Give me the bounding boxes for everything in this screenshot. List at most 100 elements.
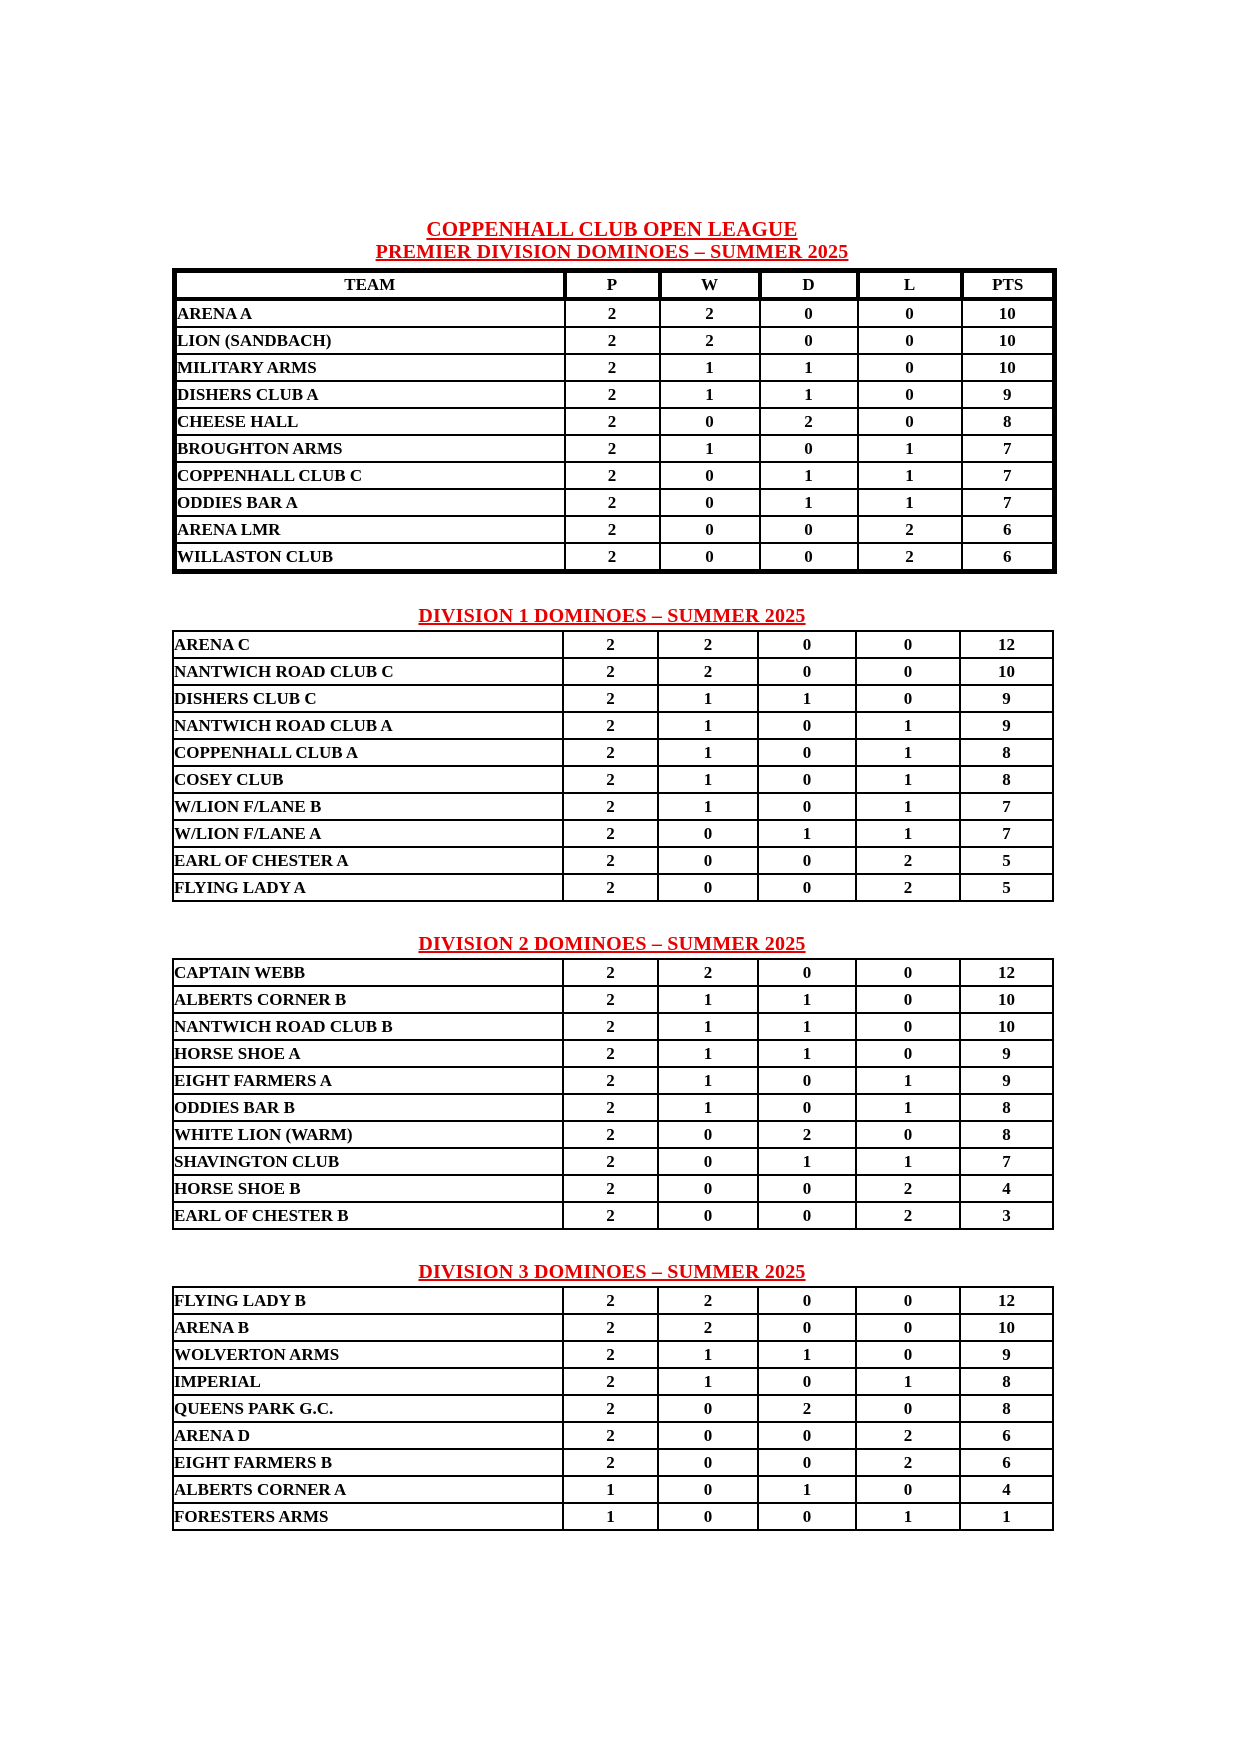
premier-division-table: TEAM P W D L PTS ARENA A 2 2 0 0 10 LION (SANDBACH) 2…	[172, 268, 1057, 574]
team-name-cell: FLYING LADY B	[172, 1286, 564, 1315]
stat-cell: 1	[657, 985, 759, 1014]
stat-cell: 1	[657, 684, 759, 713]
stat-cell: 10	[960, 353, 1056, 382]
stat-cell: 2	[562, 1367, 659, 1396]
stat-cell: 1	[757, 1012, 857, 1041]
division-1-table-container: ARENA C 2 2 0 0 12 NANTWICH ROAD CLUB C 2 2 0 0 10 D…	[172, 630, 1054, 902]
stat-cell: 2	[562, 1093, 659, 1122]
team-name-cell: MILITARY ARMS	[173, 353, 566, 382]
premier-division-table-container: TEAM P W D L PTS ARENA A 2 2 0 0 10 LION (SANDBACH) 2…	[172, 268, 1057, 574]
stat-cell: 0	[757, 1421, 857, 1450]
stat-cell: 0	[856, 326, 963, 355]
stat-cell: 7	[960, 488, 1056, 517]
stat-cell: 0	[855, 1340, 961, 1369]
team-name-cell: HORSE SHOE B	[172, 1174, 564, 1203]
stat-cell: 2	[563, 434, 661, 463]
stat-cell: 1	[856, 488, 963, 517]
stat-cell: 1	[855, 1147, 961, 1176]
stat-cell: 0	[657, 1448, 759, 1477]
table-row: WHITE LION (WARM) 2 0 2 0 8	[172, 1120, 1054, 1149]
stat-cell: 2	[562, 1012, 659, 1041]
stat-cell: 0	[757, 657, 857, 686]
stat-cell: 8	[959, 1120, 1054, 1149]
header-row: TEAM P W D L PTS	[172, 268, 1057, 301]
stat-cell: 8	[959, 765, 1054, 794]
team-name-cell: EIGHT FARMERS A	[172, 1066, 564, 1095]
team-name-cell: ODDIES BAR B	[172, 1093, 564, 1122]
stat-cell: 9	[960, 380, 1056, 409]
stat-cell: 8	[959, 1394, 1054, 1423]
premier-division-heading: PREMIER DIVISION DOMINOES – SUMMER 2025	[375, 241, 849, 263]
stat-cell: 7	[959, 1147, 1054, 1176]
table-row: CAPTAIN WEBB 2 2 0 0 12	[172, 958, 1054, 987]
stat-cell: 1	[757, 819, 857, 848]
stat-cell: 0	[758, 515, 859, 544]
stat-cell: 2	[855, 873, 961, 902]
stat-cell: 1	[657, 765, 759, 794]
stat-cell: 2	[563, 461, 661, 490]
stat-cell: 0	[658, 488, 761, 517]
team-name-cell: EARL OF CHESTER A	[172, 846, 564, 875]
team-name-cell: ARENA C	[172, 630, 564, 659]
stat-cell: 0	[658, 542, 761, 573]
division-1-heading: DIVISION 1 DOMINOES – SUMMER 2025	[418, 605, 806, 627]
table-row: LION (SANDBACH) 2 2 0 0 10	[173, 326, 1056, 355]
stat-cell: 12	[959, 630, 1054, 659]
stat-cell: 1	[758, 353, 859, 382]
stat-cell: 0	[855, 985, 961, 1014]
division-2-table-container: CAPTAIN WEBB 2 2 0 0 12 ALBERTS CORNER B 2 1 1 0 10…	[172, 958, 1054, 1230]
stat-cell: 0	[855, 1475, 961, 1504]
table-row: ARENA C 2 2 0 0 12	[172, 630, 1054, 659]
stat-cell: 1	[757, 1039, 857, 1068]
stat-cell: 0	[855, 1313, 961, 1342]
stat-cell: 0	[757, 1093, 857, 1122]
stat-cell: 1	[855, 1367, 961, 1396]
stat-cell: 2	[562, 711, 659, 740]
stat-cell: 0	[757, 1367, 857, 1396]
team-name-cell: NANTWICH ROAD CLUB B	[172, 1012, 564, 1041]
stat-cell: 0	[757, 1313, 857, 1342]
team-name-cell: BROUGHTON ARMS	[173, 434, 566, 463]
stat-cell: 1	[855, 1093, 961, 1122]
column-header-d: D	[757, 268, 860, 301]
stat-cell: 0	[757, 792, 857, 821]
stat-cell: 6	[960, 515, 1056, 544]
division-2-table: CAPTAIN WEBB 2 2 0 0 12 ALBERTS CORNER B 2 1 1 0 10…	[172, 958, 1054, 1230]
stat-cell: 1	[758, 488, 859, 517]
stat-cell: 0	[658, 407, 761, 436]
stat-cell: 0	[657, 846, 759, 875]
stat-cell: 0	[657, 1201, 759, 1230]
stat-cell: 1	[757, 1147, 857, 1176]
stat-cell: 2	[562, 846, 659, 875]
stat-cell: 2	[657, 657, 759, 686]
stat-cell: 0	[757, 1201, 857, 1230]
stat-cell: 7	[959, 819, 1054, 848]
stat-cell: 2	[563, 407, 661, 436]
stat-cell: 2	[563, 515, 661, 544]
stat-cell: 2	[562, 1147, 659, 1176]
stat-cell: 1	[758, 461, 859, 490]
stat-cell: 0	[757, 711, 857, 740]
stat-cell: 0	[855, 958, 961, 987]
stat-cell: 2	[562, 1421, 659, 1450]
team-name-cell: NANTWICH ROAD CLUB C	[172, 657, 564, 686]
stat-cell: 0	[855, 657, 961, 686]
table-row: COSEY CLUB 2 1 0 1 8	[172, 765, 1054, 794]
stat-cell: 1	[757, 1340, 857, 1369]
team-name-cell: COSEY CLUB	[172, 765, 564, 794]
table-row: WOLVERTON ARMS 2 1 1 0 9	[172, 1340, 1054, 1369]
team-name-cell: EIGHT FARMERS B	[172, 1448, 564, 1477]
stat-cell: 9	[959, 684, 1054, 713]
stat-cell: 4	[959, 1475, 1054, 1504]
stat-cell: 1	[855, 738, 961, 767]
team-name-cell: FLYING LADY A	[172, 873, 564, 902]
stat-cell: 0	[657, 1174, 759, 1203]
stat-cell: 2	[855, 1421, 961, 1450]
team-name-cell: QUEENS PARK G.C.	[172, 1394, 564, 1423]
